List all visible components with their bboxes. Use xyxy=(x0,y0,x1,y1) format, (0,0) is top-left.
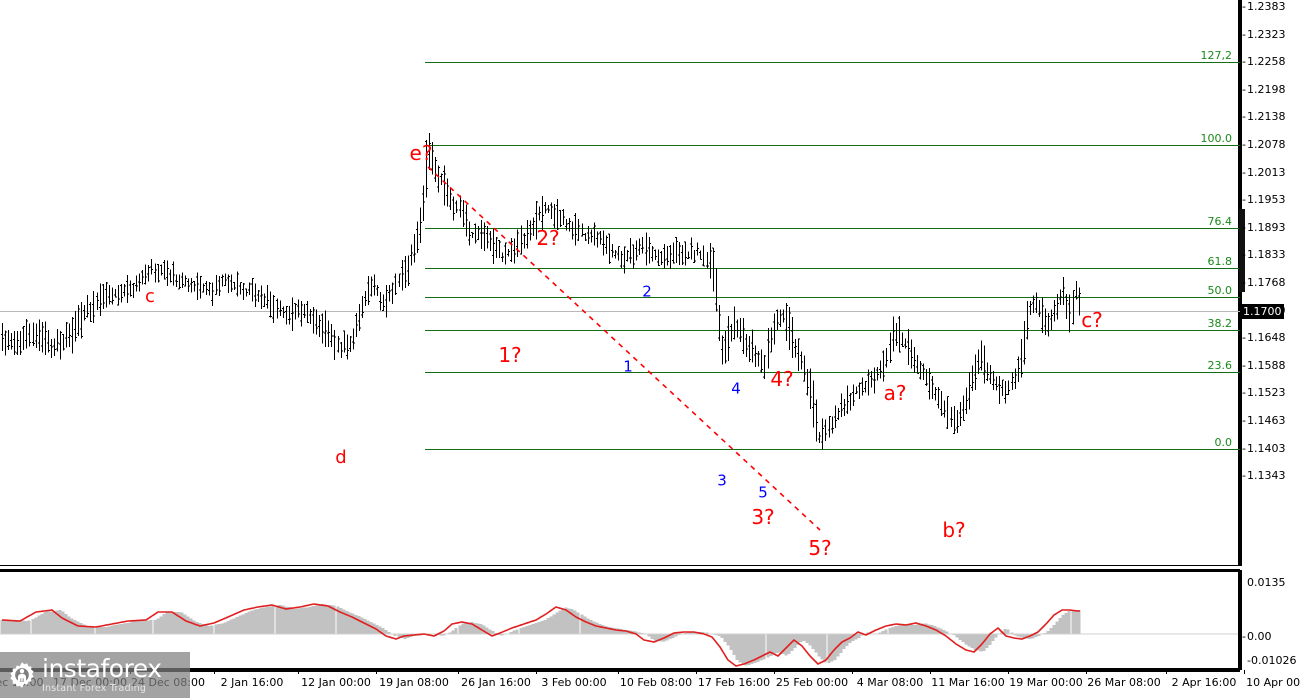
price-axis-tick: -1.2078 xyxy=(1242,138,1286,151)
fibonacci-level-line[interactable] xyxy=(425,448,1240,450)
fibonacci-level-line[interactable] xyxy=(425,297,1240,299)
time-axis-tick-label: 17 Feb 16:00 xyxy=(697,676,771,689)
current-price-tag: 1.1700 xyxy=(1240,303,1284,319)
wave-label[interactable]: 5? xyxy=(808,536,832,560)
wave-label[interactable]: 1? xyxy=(498,343,522,367)
wave-label[interactable]: c xyxy=(145,286,155,307)
price-axis-tick: -1.1833 xyxy=(1242,248,1286,262)
time-axis-tick-mark xyxy=(1086,670,1087,674)
indicator-axis[interactable]: 0.0135 -0.00 -0.01026 xyxy=(1240,570,1300,670)
time-axis-tick-mark xyxy=(458,670,459,674)
time-axis-tick-label: 25 Feb 00:00 xyxy=(775,676,849,689)
time-axis-tick-mark xyxy=(618,670,619,674)
wave-label[interactable]: 1 xyxy=(623,357,633,376)
fibonacci-level-line[interactable] xyxy=(425,62,1240,64)
fibonacci-level-label: 50.0 xyxy=(1207,284,1233,298)
indicator-axis-tick: 0.0135 xyxy=(1247,576,1286,589)
time-axis-line xyxy=(0,670,1240,672)
price-axis[interactable]: -1.2383 -1.2323 -1.2258 -1.2198 -1.2138 -1.20… xyxy=(1239,0,1300,566)
time-axis-tick-label: 2 Apr 16:00 xyxy=(1171,676,1237,689)
current-price-line xyxy=(0,310,1240,312)
time-axis-tick-mark xyxy=(930,670,931,674)
instaforex-logo-icon xyxy=(10,662,34,688)
price-axis-tick: -1.1953 xyxy=(1242,193,1286,207)
wave-label[interactable]: 2 xyxy=(642,282,652,301)
time-axis-tick-label: 10 Apr 00:00 xyxy=(1246,676,1300,689)
indicator-pane[interactable] xyxy=(0,570,1240,670)
fibonacci-level-label: 76.4 xyxy=(1207,214,1233,228)
fibonacci-level-label: 61.8 xyxy=(1207,255,1233,269)
fibonacci-level-line[interactable] xyxy=(425,227,1240,229)
price-axis-tick: -1.2323 xyxy=(1242,27,1286,41)
time-axis-tick-label: 2 Jan 16:00 xyxy=(220,676,284,689)
time-axis-tick-label: 10 Feb 08:00 xyxy=(619,676,693,689)
fibonacci-level-label: 23.6 xyxy=(1207,359,1233,373)
time-axis-tick-mark xyxy=(376,670,377,674)
fibonacci-level-label: 127,2 xyxy=(1200,49,1233,63)
price-axis-tick: -1.1463 xyxy=(1242,414,1286,427)
fibonacci-level-line[interactable] xyxy=(425,372,1240,374)
pane-separator xyxy=(0,565,1240,570)
time-axis-tick-mark xyxy=(774,670,775,674)
watermark-title: instaforex xyxy=(42,654,162,684)
price-axis-tick: -1.1403 xyxy=(1242,441,1286,455)
time-axis-tick-label: 4 Mar 08:00 xyxy=(856,676,924,689)
time-axis-tick-mark xyxy=(214,670,215,674)
time-axis-tick-label: 26 Mar 08:00 xyxy=(1087,676,1161,689)
wave-label[interactable]: 5 xyxy=(758,483,768,502)
fibonacci-level-line[interactable] xyxy=(425,268,1240,270)
wave-label[interactable]: b? xyxy=(942,518,966,542)
wave-label[interactable]: 3? xyxy=(751,505,775,529)
time-axis-tick-mark xyxy=(1244,670,1245,674)
wave-label[interactable]: c? xyxy=(1081,308,1103,332)
time-axis-tick-mark xyxy=(298,670,299,674)
price-chart-pane[interactable]: 127,2 100.0 76.4 61.8 50.0 38.2 23.6 0.0 c d e? 2?… xyxy=(0,0,1240,565)
wave-label[interactable]: d xyxy=(335,447,347,468)
time-axis-tick-mark xyxy=(1166,670,1167,674)
fibonacci-level-line[interactable] xyxy=(425,145,1240,146)
wave-label[interactable]: 2? xyxy=(536,226,560,250)
fibonacci-level-label: 0.0 xyxy=(1214,435,1233,449)
time-axis-tick-mark xyxy=(696,670,697,674)
watermark-subtitle: Instant Forex Trading xyxy=(42,683,147,695)
wave-label[interactable]: 3 xyxy=(717,471,727,490)
price-axis-tick: -1.1588 xyxy=(1242,358,1286,372)
price-axis-tick: -1.2383 xyxy=(1242,0,1286,13)
time-axis-tick-mark xyxy=(852,670,853,674)
wave-label[interactable]: 4 xyxy=(731,379,741,398)
time-axis-tick-label: 12 Jan 00:00 xyxy=(301,676,371,689)
trendline-overlay xyxy=(427,166,821,531)
time-axis-tick-mark xyxy=(536,670,537,674)
price-axis-tick: -1.2198 xyxy=(1242,82,1286,96)
price-axis-tick: -1.2138 xyxy=(1242,110,1286,124)
price-axis-tick: -1.2013 xyxy=(1242,165,1286,179)
time-axis-tick-label: 26 Jan 16:00 xyxy=(461,676,531,689)
price-axis-scale-handle[interactable] xyxy=(1239,209,1245,293)
fibonacci-level-label: 100.0 xyxy=(1200,132,1233,145)
time-axis-tick-label: 19 Jan 08:00 xyxy=(379,676,449,689)
price-axis-tick: -1.1343 xyxy=(1242,469,1286,483)
price-axis-tick: -1.1768 xyxy=(1242,276,1286,289)
time-axis-tick-label: 19 Mar 00:00 xyxy=(1009,676,1083,689)
instaforex-watermark: instaforex Instant Forex Trading xyxy=(0,652,190,698)
fibonacci-level-line[interactable] xyxy=(425,330,1240,332)
macd-histogram-and-signal xyxy=(0,603,1238,667)
price-axis-tick: -1.1523 xyxy=(1242,386,1286,400)
price-axis-tick: -1.1893 xyxy=(1242,220,1286,234)
indicator-axis-tick: -0.00 xyxy=(1242,630,1272,643)
wave-label[interactable]: a? xyxy=(883,381,907,405)
time-axis-tick-label: 11 Mar 16:00 xyxy=(931,676,1005,689)
ohlc-bars xyxy=(0,133,1082,450)
time-axis-tick-label: 3 Feb 00:00 xyxy=(541,676,607,689)
watermark-text: instaforex Instant Forex Trading xyxy=(42,656,162,694)
fibonacci-level-label: 38.2 xyxy=(1207,317,1233,331)
time-axis-tick-mark xyxy=(1008,670,1009,674)
price-axis-tick: -1.2258 xyxy=(1242,55,1286,69)
wave-label[interactable]: e? xyxy=(409,141,433,165)
wave-label[interactable]: 4? xyxy=(770,367,794,391)
price-axis-tick: -1.1648 xyxy=(1242,331,1286,345)
indicator-axis-tick: -0.01026 xyxy=(1247,654,1297,667)
